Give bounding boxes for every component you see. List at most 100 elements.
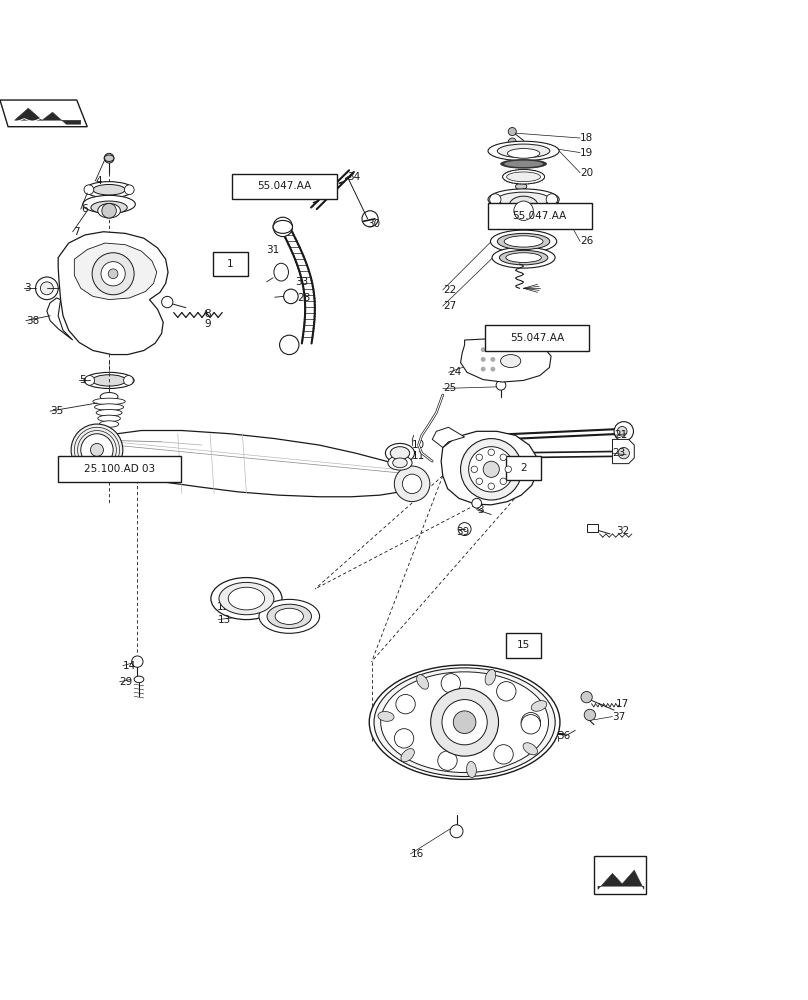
Ellipse shape xyxy=(488,141,559,161)
Text: 39: 39 xyxy=(457,527,469,537)
Text: 4: 4 xyxy=(95,176,102,186)
Circle shape xyxy=(394,729,414,748)
Ellipse shape xyxy=(93,398,125,405)
Ellipse shape xyxy=(523,743,537,755)
Circle shape xyxy=(402,474,422,494)
Text: 34: 34 xyxy=(347,172,360,182)
FancyBboxPatch shape xyxy=(488,203,591,229)
Circle shape xyxy=(516,182,526,191)
Ellipse shape xyxy=(506,253,541,262)
Ellipse shape xyxy=(93,184,125,195)
Circle shape xyxy=(81,434,113,466)
Circle shape xyxy=(618,447,629,459)
Ellipse shape xyxy=(96,410,122,416)
FancyBboxPatch shape xyxy=(485,325,590,351)
Circle shape xyxy=(431,688,499,756)
Circle shape xyxy=(472,498,482,508)
Circle shape xyxy=(284,289,298,304)
FancyBboxPatch shape xyxy=(213,252,248,276)
Circle shape xyxy=(438,751,457,770)
Text: 17: 17 xyxy=(616,699,629,709)
Ellipse shape xyxy=(92,375,126,386)
Circle shape xyxy=(469,447,514,492)
Text: 26: 26 xyxy=(580,236,593,246)
Text: 55.047.AA: 55.047.AA xyxy=(512,211,567,221)
Circle shape xyxy=(546,194,558,205)
Ellipse shape xyxy=(507,172,541,182)
Ellipse shape xyxy=(381,672,549,773)
Ellipse shape xyxy=(498,233,550,250)
Text: 35: 35 xyxy=(50,406,63,416)
Polygon shape xyxy=(441,431,537,505)
Polygon shape xyxy=(594,856,646,894)
Circle shape xyxy=(521,713,541,732)
Polygon shape xyxy=(58,232,168,355)
Circle shape xyxy=(481,357,486,362)
Ellipse shape xyxy=(488,189,559,210)
Ellipse shape xyxy=(275,608,304,624)
Ellipse shape xyxy=(490,230,557,253)
Ellipse shape xyxy=(498,192,550,207)
Polygon shape xyxy=(77,431,424,497)
Text: 9: 9 xyxy=(204,319,211,329)
Circle shape xyxy=(488,483,494,489)
Text: 55.047.AA: 55.047.AA xyxy=(257,181,312,191)
Text: 16: 16 xyxy=(410,849,423,859)
Ellipse shape xyxy=(374,668,555,777)
Circle shape xyxy=(500,478,507,485)
Ellipse shape xyxy=(90,201,128,214)
Circle shape xyxy=(108,269,118,279)
Circle shape xyxy=(514,201,533,220)
Circle shape xyxy=(92,253,134,295)
Text: 5: 5 xyxy=(79,375,86,385)
Ellipse shape xyxy=(82,195,136,213)
Text: 1: 1 xyxy=(227,259,234,269)
Ellipse shape xyxy=(393,458,407,468)
Ellipse shape xyxy=(134,676,144,683)
Circle shape xyxy=(124,376,133,385)
Text: 14: 14 xyxy=(123,661,136,671)
Circle shape xyxy=(461,439,522,500)
FancyBboxPatch shape xyxy=(58,456,181,482)
Ellipse shape xyxy=(516,183,527,190)
Circle shape xyxy=(496,380,506,390)
Ellipse shape xyxy=(84,372,134,388)
Ellipse shape xyxy=(385,443,415,463)
Text: 38: 38 xyxy=(26,316,39,326)
Circle shape xyxy=(85,376,95,385)
Text: 37: 37 xyxy=(612,712,625,722)
Polygon shape xyxy=(47,298,73,340)
Circle shape xyxy=(441,674,461,693)
Circle shape xyxy=(500,454,507,461)
Ellipse shape xyxy=(500,355,520,367)
Circle shape xyxy=(453,711,476,734)
Text: 7: 7 xyxy=(73,227,79,237)
Text: 28: 28 xyxy=(297,293,310,303)
Ellipse shape xyxy=(95,404,124,410)
Circle shape xyxy=(458,523,471,536)
Polygon shape xyxy=(15,108,81,124)
Polygon shape xyxy=(0,100,87,127)
Circle shape xyxy=(481,347,486,352)
Ellipse shape xyxy=(492,247,555,268)
Circle shape xyxy=(471,466,478,473)
Circle shape xyxy=(476,478,482,485)
Ellipse shape xyxy=(99,421,119,427)
Text: 12: 12 xyxy=(217,602,229,612)
Ellipse shape xyxy=(499,250,548,265)
Polygon shape xyxy=(598,870,644,889)
Circle shape xyxy=(124,185,134,195)
Text: 2: 2 xyxy=(520,463,527,473)
Ellipse shape xyxy=(417,675,428,689)
Circle shape xyxy=(40,282,53,295)
Circle shape xyxy=(132,656,143,667)
Circle shape xyxy=(442,700,487,745)
Circle shape xyxy=(483,461,499,477)
Text: 20: 20 xyxy=(580,168,593,178)
Circle shape xyxy=(584,709,595,721)
Polygon shape xyxy=(432,427,465,447)
Text: 3: 3 xyxy=(24,283,31,293)
Circle shape xyxy=(476,454,482,461)
Circle shape xyxy=(490,367,495,372)
Circle shape xyxy=(494,745,513,764)
